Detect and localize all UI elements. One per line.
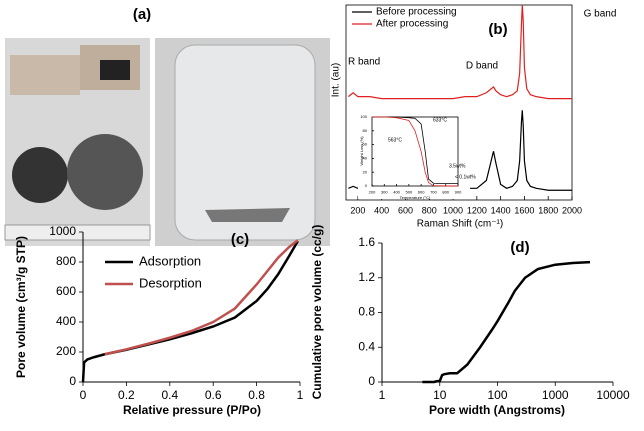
plot-frame <box>371 116 459 187</box>
y-tick-label: 0.8 <box>358 305 375 319</box>
x-tick-label: 200 <box>369 190 376 195</box>
annotation: 3.5wt% <box>449 163 466 169</box>
y-tick-label: 20 <box>363 169 368 174</box>
annotation: 563°C <box>388 137 402 143</box>
x-axis-label: Relative pressure (P/Po) <box>123 403 261 417</box>
photo-beaker <box>174 44 316 241</box>
y-tick-label: 80 <box>363 128 368 133</box>
x-tick-label: 1000 <box>443 205 463 215</box>
x-tick-label: 800 <box>422 205 437 215</box>
legend-label: Adsorption <box>139 253 201 268</box>
x-tick-label: 600 <box>398 205 413 215</box>
x-tick-label: 600 <box>418 190 425 195</box>
x-tick-label: 900 <box>455 190 462 195</box>
x-tick-label: 0.2 <box>118 388 135 402</box>
y-tick-label: 1000 <box>49 224 76 238</box>
y-axis-label: Pore volume (cm³/g STP) <box>14 236 28 378</box>
y-tick-label: 400 <box>56 314 76 328</box>
x-tick-label: 1800 <box>538 205 558 215</box>
annotation: < 0.1wt% <box>455 174 476 180</box>
y-tick-label: 60 <box>363 142 368 147</box>
data-line <box>422 260 591 384</box>
legend-label: Before processing <box>376 7 457 18</box>
legend-label: After processing <box>376 19 448 30</box>
photo-detail <box>67 134 143 210</box>
photo-detail <box>10 55 80 95</box>
x-tick-label: 1 <box>379 388 386 402</box>
panel-label: (a) <box>133 6 151 23</box>
photo-detail <box>100 60 130 80</box>
y-axis-label: Weight Loss (%) <box>359 136 364 166</box>
x-tick-label: 0.6 <box>205 388 222 402</box>
inset-background <box>358 114 470 199</box>
y-tick-label: 0 <box>368 374 375 388</box>
y-tick-label: 1.6 <box>358 235 375 249</box>
x-tick-label: 100 <box>487 388 507 402</box>
x-tick-label: 200 <box>350 205 365 215</box>
plot-frame <box>345 4 573 201</box>
x-tick-label: 1200 <box>467 205 487 215</box>
y-tick-label: 0.4 <box>358 339 375 353</box>
x-tick-label: 800 <box>442 190 449 195</box>
x-tick-label: 0.8 <box>248 388 265 402</box>
y-tick-label: 600 <box>56 284 76 298</box>
photo-ruler <box>4 224 151 241</box>
panel-label: (c) <box>231 231 249 248</box>
x-tick-label: 0.4 <box>161 388 178 402</box>
x-axis-label: Pore width (Angstroms) <box>429 403 565 417</box>
y-tick-label: 800 <box>56 254 76 268</box>
y-tick-label: 1.2 <box>358 270 375 284</box>
photo-detail <box>12 147 68 203</box>
x-tick-label: 700 <box>430 190 437 195</box>
photo-panel: (a) <box>4 6 330 246</box>
annotation: D band <box>466 61 498 72</box>
x-axis-label: Raman Shift (cm⁻¹) <box>417 219 503 230</box>
annotation: 633°C <box>433 117 447 123</box>
y-tick-label: 0 <box>69 374 76 388</box>
x-tick-label: 1400 <box>491 205 511 215</box>
x-axis-label: Temperature (°C) <box>400 195 431 200</box>
x-tick-label: 2000 <box>562 205 582 215</box>
legend-label: Desorption <box>139 275 202 290</box>
data-line <box>372 116 458 187</box>
x-tick-label: 500 <box>406 190 413 195</box>
x-tick-label: 1000 <box>542 388 569 402</box>
data-line <box>104 239 299 356</box>
y-tick-label: 100 <box>360 114 367 119</box>
data-line <box>347 4 572 100</box>
y-tick-label: 0 <box>365 183 368 188</box>
x-tick-label: 10000 <box>596 388 630 402</box>
photo-detail <box>205 208 290 222</box>
y-tick-label: 40 <box>363 155 368 160</box>
x-tick-label: 0 <box>80 388 87 402</box>
x-tick-label: 10 <box>433 388 447 402</box>
y-axis-label: Cumulative pore volume (cc/g) <box>310 225 324 400</box>
x-tick-label: 400 <box>374 205 389 215</box>
data-line <box>372 116 458 184</box>
annotation: G band <box>584 9 617 20</box>
panel-label: (d) <box>510 239 529 256</box>
data-line <box>81 240 299 383</box>
x-tick-label: 1 <box>297 388 304 402</box>
x-tick-label: 400 <box>393 190 400 195</box>
annotation: R band <box>348 57 380 68</box>
x-tick-label: 300 <box>381 190 388 195</box>
panel-label: (b) <box>488 21 507 38</box>
y-axis-label: Int. (au) <box>331 63 342 97</box>
x-tick-label: 1600 <box>514 205 534 215</box>
y-tick-label: 200 <box>56 344 76 358</box>
